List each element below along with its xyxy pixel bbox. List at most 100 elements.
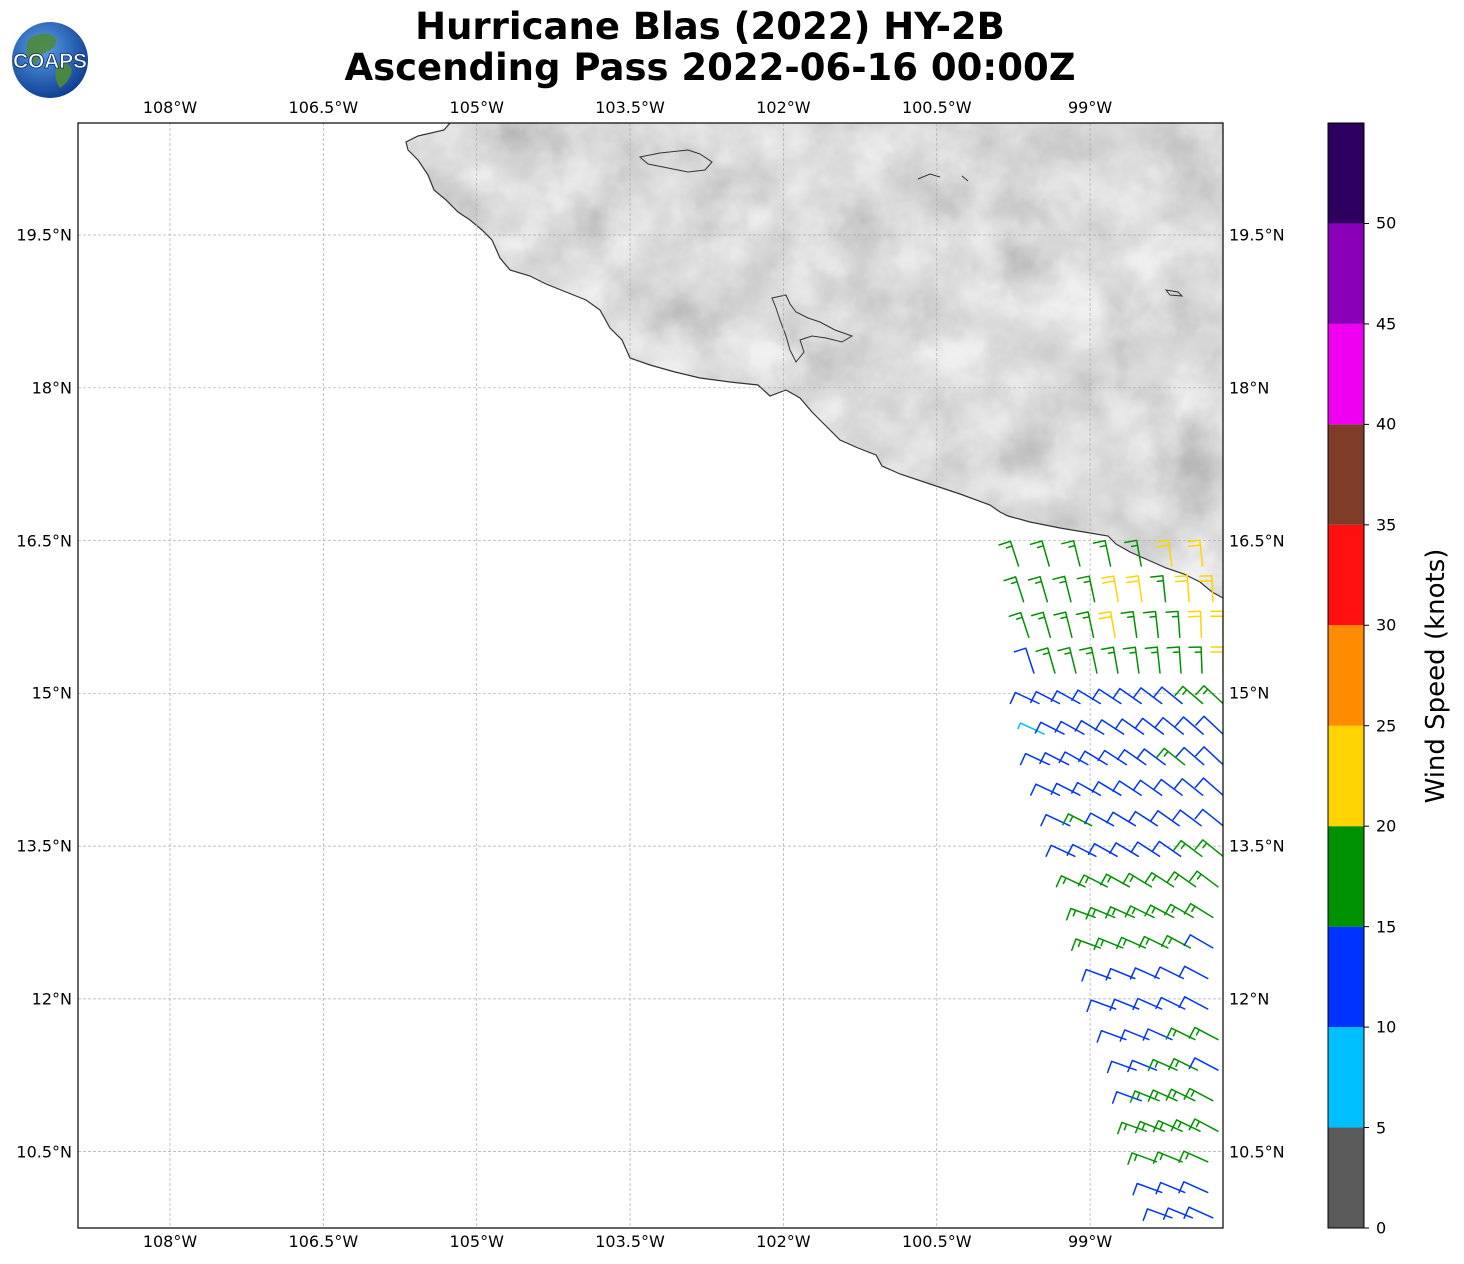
wind-barb [1153, 778, 1183, 796]
wind-barb-stroke [1066, 843, 1097, 858]
wind-barbs [998, 539, 1223, 1221]
wind-barb [1094, 719, 1125, 735]
wind-barb-stroke [1106, 1060, 1137, 1074]
wind-barb-stroke [1091, 688, 1122, 705]
lon-label-bottom-5: 100.5°W [901, 1232, 972, 1251]
colorbar-tick-8: 40 [1376, 414, 1397, 434]
colorbar-tick-1: 5 [1376, 1118, 1387, 1138]
wind-barb-stroke [1170, 1119, 1201, 1132]
wind-barb [1175, 746, 1205, 766]
wind-barb-stroke [1152, 1119, 1183, 1133]
wind-barb-stroke [1071, 689, 1102, 705]
colorbar-bin-0 [1328, 1127, 1364, 1228]
colorbar-tick-5: 25 [1376, 716, 1397, 736]
wind-barb-stroke [1183, 934, 1214, 949]
colorbar-bin-8 [1328, 323, 1364, 425]
wind-barb [1091, 781, 1122, 796]
wind-barb [1199, 574, 1214, 603]
wind-barb [1188, 646, 1203, 674]
title-line-2: Ascending Pass 2022-06-16 00:00Z [344, 46, 1076, 89]
wind-barb-stroke [1147, 1058, 1178, 1072]
wind-barb-stroke [1127, 1059, 1158, 1073]
wind-barb [1122, 872, 1153, 888]
wind-barb-stroke [1120, 610, 1138, 639]
lon-label-top-1: 106.5°W [288, 98, 359, 117]
wind-barb [1168, 1057, 1199, 1071]
wind-barb [1173, 839, 1203, 858]
wind-barb-stroke [1127, 1152, 1158, 1165]
wind-barb [1174, 574, 1190, 603]
wind-barb-stroke [1117, 1121, 1148, 1135]
wind-barb [1124, 539, 1142, 567]
wind-barb [1155, 539, 1173, 567]
wind-barb [1178, 1150, 1209, 1163]
lat-label-right-5: 12°N [1229, 989, 1270, 1009]
wind-barb [1195, 685, 1223, 705]
colorbar-tick-7: 35 [1376, 515, 1397, 535]
wind-barb [1111, 1091, 1142, 1104]
wind-barb-stroke [1188, 1118, 1219, 1132]
wind-barb-stroke [1183, 902, 1214, 919]
wind-barb [1166, 871, 1197, 888]
colorbar-bin-3 [1328, 826, 1364, 927]
wind-barb-stroke [1030, 783, 1061, 796]
wind-barb-stroke [1165, 610, 1181, 639]
lat-label-right-2: 16.5°N [1229, 531, 1285, 551]
wind-barb [1188, 1057, 1219, 1071]
wind-barb [1125, 575, 1143, 603]
wind-barb-stroke [1081, 968, 1112, 982]
wind-barb-stroke [1112, 687, 1142, 705]
wind-barb-stroke [1111, 1091, 1142, 1104]
wind-barb-stroke [1174, 716, 1204, 735]
wind-barb [1084, 812, 1115, 827]
wind-barb-stroke [1075, 611, 1095, 639]
wind-barb-stroke [1165, 1088, 1196, 1102]
wind-barb [1117, 1121, 1148, 1135]
wind-barb [1183, 902, 1214, 919]
wind-barb [1099, 873, 1131, 888]
wind-barb-stroke [1112, 780, 1142, 796]
wind-barb [1195, 715, 1223, 735]
wind-barb-stroke [1084, 812, 1115, 827]
wind-barb-stroke [1092, 539, 1112, 567]
wind-barb [1178, 1181, 1209, 1194]
wind-barb-stroke [1076, 575, 1096, 603]
wind-barb [1144, 646, 1161, 674]
colorbar-tick-3: 15 [1376, 917, 1397, 937]
colorbar-tick-6: 30 [1376, 615, 1397, 635]
wind-barb [1165, 1027, 1196, 1041]
wind-barb [1057, 646, 1077, 674]
colorbar-bin-6 [1328, 524, 1364, 626]
wind-barb [1178, 965, 1209, 980]
wind-barb [1074, 719, 1105, 735]
wind-barb-stroke [1050, 782, 1081, 796]
wind-barb-stroke [1053, 611, 1073, 639]
wind-barb [1132, 997, 1163, 1011]
colorbar-bin-5 [1328, 625, 1364, 726]
wind-barb-stroke [1003, 576, 1025, 603]
wind-barb [1170, 1119, 1201, 1132]
wind-barb [1112, 780, 1142, 796]
wind-barb-stroke [1097, 749, 1128, 766]
wind-barb-stroke [1013, 647, 1035, 674]
wind-barb-stroke [1144, 904, 1175, 919]
wind-barb [1174, 778, 1204, 796]
colorbar-frame [1327, 122, 1365, 1229]
wind-barb-stroke [1147, 1089, 1178, 1102]
wind-barb [1210, 610, 1223, 639]
wind-barb-stroke [1187, 610, 1203, 639]
coaps-logo: COAPS [12, 22, 88, 98]
wind-barb [1075, 611, 1095, 639]
wind-barb [1147, 1089, 1178, 1102]
wind-barb [1151, 840, 1182, 858]
wind-barb [1150, 575, 1167, 603]
wind-barb-stroke [1085, 906, 1116, 920]
wind-barb [1122, 646, 1140, 674]
wind-barb-stroke [1101, 575, 1119, 603]
wind-barb-stroke [1150, 810, 1180, 827]
wind-barb-stroke [1150, 575, 1167, 603]
wind-barb-stroke [1142, 610, 1160, 639]
wind-barb-stroke [1065, 907, 1096, 921]
wind-barb-stroke [1144, 871, 1175, 888]
wind-barb-stroke [1178, 996, 1209, 1010]
